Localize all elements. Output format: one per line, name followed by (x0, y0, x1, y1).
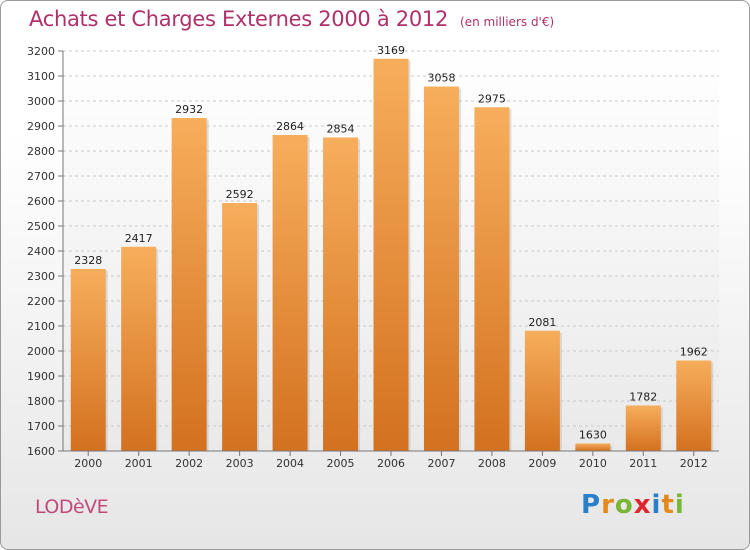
bars: 2328 2417 2932 2592 2864 2854 3169 3058 2975 2081… (70, 44, 714, 451)
y-tick-label: 3100 (27, 70, 55, 83)
logo-letter: r (601, 490, 615, 520)
logo-letter: i (674, 490, 685, 520)
x-tick-label: 2012 (680, 457, 708, 470)
bar (121, 246, 157, 451)
logo-letter: o (614, 490, 634, 520)
data-label: 1630 (579, 429, 607, 442)
x-tick-label: 2005 (327, 457, 355, 470)
title-row: Achats et Charges Externes 2000 à 2012 (e… (29, 7, 554, 31)
x-tick-label: 2003 (226, 457, 254, 470)
bar (272, 135, 308, 451)
chart-unit: (en milliers d'€) (460, 15, 555, 29)
bar (474, 107, 510, 451)
bar (222, 203, 258, 451)
x-tick-label: 2002 (175, 457, 203, 470)
x-tick-label: 2009 (528, 457, 556, 470)
axes: 1600 1700 1800 1900 2000 2100 2200 2300 2400 2500… (27, 45, 719, 470)
place-name: LODèVE (35, 496, 109, 518)
y-tick-label: 2400 (27, 245, 55, 258)
y-tick-label: 3200 (27, 45, 55, 58)
y-tick-label: 2100 (27, 320, 55, 333)
x-tick-label: 2007 (427, 457, 455, 470)
x-tick-label: 2011 (629, 457, 657, 470)
bar (373, 58, 409, 451)
x-tick-label: 2004 (276, 457, 304, 470)
data-label: 2328 (74, 254, 102, 267)
y-tick-label: 2500 (27, 220, 55, 233)
proxiti-logo: Proxiti (581, 490, 685, 520)
bar (575, 443, 611, 451)
logo-letter: t (661, 490, 675, 520)
y-tick-label: 2200 (27, 295, 55, 308)
y-tick-label: 2000 (27, 345, 55, 358)
data-label: 2592 (226, 188, 254, 201)
data-label: 1782 (629, 391, 657, 404)
logo-letter: x (633, 490, 652, 520)
data-label: 2975 (478, 92, 506, 105)
y-tick-label: 2700 (27, 170, 55, 183)
bar (70, 269, 106, 451)
bar (171, 118, 207, 451)
data-label: 2417 (125, 232, 153, 245)
x-tick-label: 2008 (478, 457, 506, 470)
bar (423, 86, 459, 451)
chart-title: Achats et Charges Externes 2000 à 2012 (29, 7, 449, 31)
bar (323, 137, 359, 451)
logo-letter: P (581, 490, 602, 520)
x-tick-label: 2010 (579, 457, 607, 470)
data-label: 3058 (427, 72, 455, 85)
data-label: 3169 (377, 44, 405, 57)
x-tick-label: 2000 (74, 457, 102, 470)
y-tick-label: 2600 (27, 195, 55, 208)
x-tick-label: 2001 (125, 457, 153, 470)
bar (625, 405, 661, 451)
y-tick-label: 3000 (27, 95, 55, 108)
y-tick-label: 2800 (27, 145, 55, 158)
data-label: 2081 (528, 316, 556, 329)
bar (676, 360, 712, 451)
x-tick-label: 2006 (377, 457, 405, 470)
data-label: 2864 (276, 120, 304, 133)
y-tick-label: 1800 (27, 395, 55, 408)
logo-letter: i (651, 490, 662, 520)
data-label: 2932 (175, 103, 203, 116)
y-tick-label: 1700 (27, 420, 55, 433)
y-tick-label: 1600 (27, 445, 55, 458)
y-tick-label: 2900 (27, 120, 55, 133)
data-label: 1962 (680, 346, 708, 359)
data-label: 2854 (327, 123, 355, 136)
y-tick-label: 2300 (27, 270, 55, 283)
bar (524, 330, 560, 451)
y-tick-label: 1900 (27, 370, 55, 383)
